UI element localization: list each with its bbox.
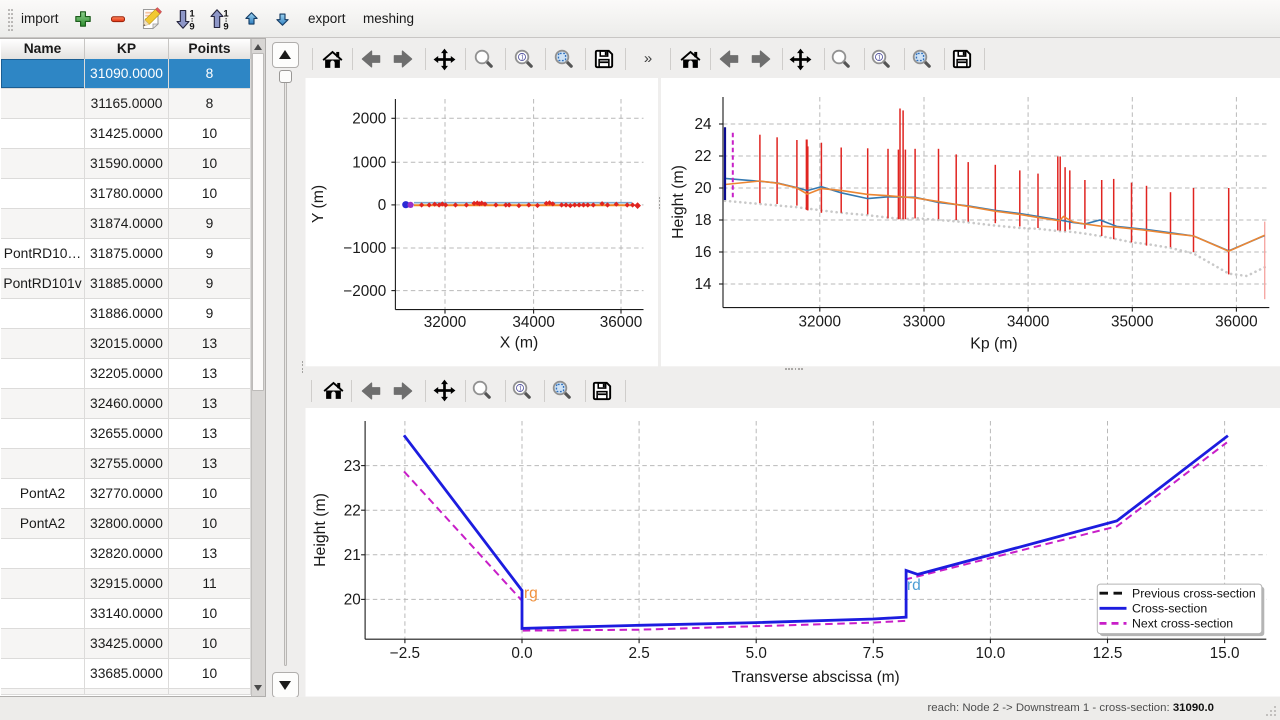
- svg-text:16: 16: [694, 244, 711, 261]
- svg-text:Height (m): Height (m): [312, 493, 329, 567]
- svg-text:32000: 32000: [799, 314, 842, 331]
- svg-text:0: 0: [378, 197, 387, 214]
- svg-text:18: 18: [694, 212, 711, 229]
- svg-text:23: 23: [344, 458, 361, 475]
- svg-text:1: 1: [189, 9, 195, 20]
- svg-text:14: 14: [694, 276, 712, 293]
- svg-text:34000: 34000: [1007, 314, 1050, 331]
- svg-text:32000: 32000: [424, 314, 467, 331]
- svg-text:36000: 36000: [600, 314, 643, 331]
- svg-text:0.0: 0.0: [511, 645, 532, 662]
- svg-text:24: 24: [694, 116, 712, 133]
- svg-text:X (m): X (m): [500, 335, 539, 352]
- svg-text:Previous cross-section: Previous cross-section: [1132, 587, 1256, 601]
- svg-text:20: 20: [344, 592, 361, 609]
- svg-text:9: 9: [189, 22, 194, 32]
- svg-text:33000: 33000: [903, 314, 946, 331]
- svg-text:−2.5: −2.5: [390, 645, 420, 662]
- svg-text:2000: 2000: [352, 111, 386, 128]
- svg-text:1: 1: [223, 9, 229, 20]
- svg-text:Y (m): Y (m): [310, 185, 327, 223]
- svg-text:15.0: 15.0: [1210, 645, 1240, 662]
- svg-text:5.0: 5.0: [746, 645, 767, 662]
- svg-text:−1000: −1000: [343, 240, 386, 257]
- svg-text:35000: 35000: [1111, 314, 1154, 331]
- svg-text:rd: rd: [907, 577, 921, 594]
- svg-text:34000: 34000: [512, 314, 555, 331]
- svg-text:22: 22: [694, 148, 711, 165]
- svg-text:36000: 36000: [1215, 314, 1258, 331]
- svg-text:20: 20: [694, 180, 711, 197]
- svg-text:Cross-section: Cross-section: [1132, 602, 1207, 616]
- svg-text:10.0: 10.0: [976, 645, 1006, 662]
- svg-text:1000: 1000: [352, 154, 386, 171]
- svg-text:Height (m): Height (m): [670, 165, 687, 239]
- svg-text:−2000: −2000: [343, 283, 386, 300]
- svg-text:rg: rg: [524, 585, 538, 602]
- svg-text:22: 22: [344, 502, 361, 519]
- svg-text:21: 21: [344, 547, 361, 564]
- svg-text:9: 9: [223, 22, 228, 32]
- svg-text:12.5: 12.5: [1093, 645, 1123, 662]
- svg-text:Kp (m): Kp (m): [970, 336, 1017, 353]
- svg-text:Next cross-section: Next cross-section: [1132, 617, 1233, 631]
- svg-text:Transverse abscissa (m): Transverse abscissa (m): [732, 669, 900, 686]
- svg-text:2.5: 2.5: [628, 645, 649, 662]
- svg-text:7.5: 7.5: [863, 645, 884, 662]
